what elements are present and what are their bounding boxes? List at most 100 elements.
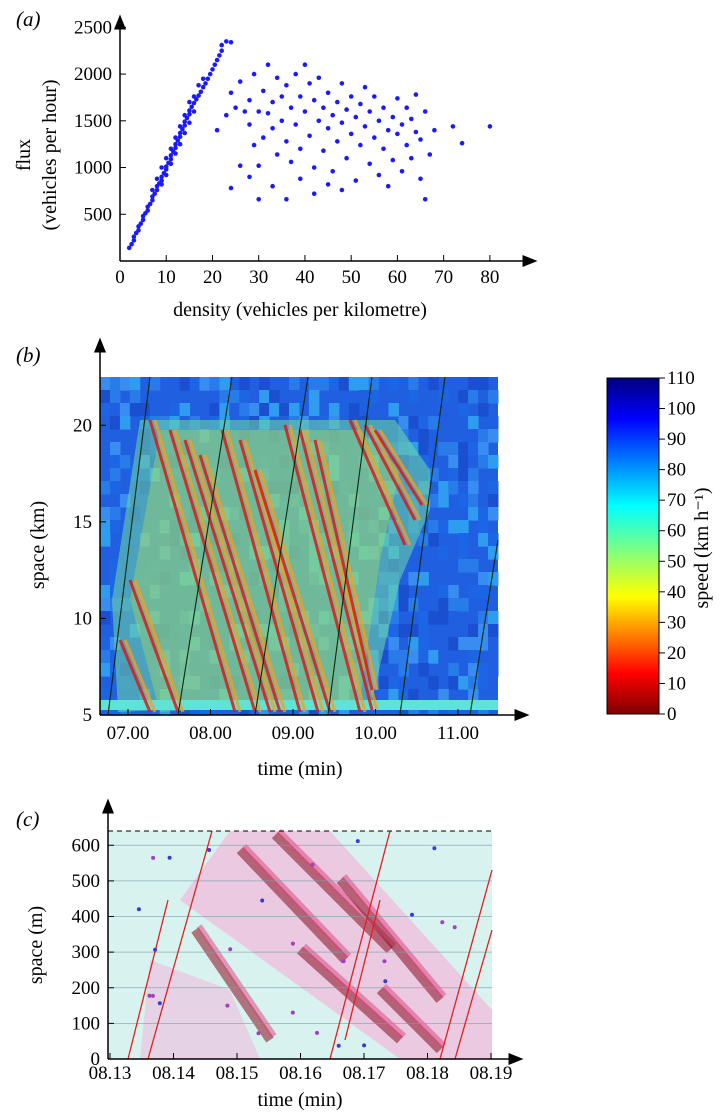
data-point (284, 139, 289, 144)
data-point (205, 76, 211, 82)
heatmap-cell (408, 572, 419, 586)
jam-stripe (363, 424, 417, 521)
data-point (325, 90, 331, 96)
data-point (270, 183, 275, 189)
vehicle-marker (382, 959, 387, 964)
data-point (353, 114, 359, 120)
wave-band-edge (241, 843, 352, 959)
heatmap-cell (229, 390, 240, 404)
heatmap-cell (219, 390, 230, 404)
heatmap-cell (438, 390, 449, 404)
data-point (256, 109, 262, 114)
heatmap-cell (129, 390, 141, 404)
data-point (191, 94, 197, 99)
heatmap-cell (418, 598, 429, 612)
data-point (173, 135, 178, 140)
heatmap-cell (308, 390, 320, 404)
panel-a-x-ticks: 0 10 20 30 40 50 60 70 80 (115, 255, 499, 288)
panel-b-y-ticks: 5 10 15 20 (73, 415, 106, 726)
heatmap-cell (488, 481, 499, 495)
heatmap-cell (458, 481, 469, 495)
heatmap-cell (478, 533, 489, 547)
heatmap-cell (418, 611, 429, 625)
data-point (330, 112, 336, 118)
heatmap-cell (458, 429, 469, 443)
panel-b-x-ticks: 07.00 08.00 09.00 10.00 11.00 (107, 709, 479, 744)
panel-b-xlabel: time (min) (258, 758, 343, 780)
vehicle-marker (151, 855, 156, 860)
x-tick-label: 10.00 (354, 723, 397, 744)
data-point (187, 112, 192, 117)
data-point (270, 99, 275, 105)
heatmap-cell (119, 494, 131, 508)
data-point (298, 94, 303, 99)
data-point (261, 88, 266, 94)
y-tick-label: 300 (72, 942, 101, 963)
jam-stripe (283, 424, 362, 713)
data-point (200, 76, 206, 82)
x-tick-label: 09.00 (272, 723, 315, 744)
heatmap-cell (448, 598, 459, 612)
heatmap-cell (100, 533, 111, 547)
heatmap-cell (249, 403, 260, 417)
y-tick-label: 500 (72, 871, 101, 892)
data-point (247, 174, 252, 180)
data-point (418, 176, 423, 182)
y-tick-label: 1000 (74, 158, 112, 179)
data-point (147, 201, 153, 207)
data-point (131, 238, 137, 243)
heatmap-cell (110, 455, 121, 469)
data-point (432, 127, 437, 133)
data-point (344, 155, 349, 161)
heatmap-cell (308, 403, 320, 417)
heatmap-cell (468, 650, 479, 664)
heatmap-cell (388, 676, 399, 690)
heatmap-cell (239, 390, 250, 404)
trajectory-line (327, 376, 373, 716)
heatmap-cell (119, 403, 131, 417)
vehicle-marker (256, 1031, 261, 1036)
y-tick-label: 10 (73, 608, 92, 629)
heatmap-cell (398, 585, 409, 599)
heatmap-cell (488, 507, 499, 521)
heatmap-cell (468, 585, 479, 599)
congestion-band (140, 960, 260, 1059)
heatmap-cell (448, 611, 459, 625)
colorbar-tick-label: 10 (667, 673, 686, 694)
jam-stripe (220, 429, 302, 713)
heatmap-cell (100, 637, 111, 651)
vehicle-marker (157, 1001, 162, 1006)
x-tick-label: 50 (342, 267, 361, 288)
data-point (242, 109, 248, 114)
data-point (214, 127, 220, 133)
heatmap-cell (468, 377, 479, 391)
y-tick-label: 1500 (74, 111, 112, 132)
y-tick-label: 20 (73, 415, 92, 436)
heatmap-cell (408, 429, 419, 443)
data-point (168, 161, 174, 167)
vehicle-marker (410, 912, 414, 917)
heatmap-cell (458, 520, 469, 534)
heatmap-cell (110, 416, 121, 430)
heatmap-cell (378, 676, 390, 690)
data-point (182, 112, 187, 118)
heatmap-cell (488, 624, 499, 638)
heatmap-cell (448, 442, 459, 456)
heatmap-cell (110, 377, 121, 391)
y-tick-label: 500 (84, 204, 113, 225)
data-point (150, 198, 155, 203)
data-point (140, 217, 146, 223)
jam-stripe (198, 454, 282, 713)
data-point (261, 135, 266, 140)
heatmap-cell (308, 377, 320, 391)
trajectory-line (177, 376, 233, 716)
heatmap-cell (478, 390, 489, 404)
heatmap-cell (259, 377, 270, 391)
panel-c-ylabel: space (m) (25, 906, 47, 984)
data-point (381, 146, 386, 152)
heatmap-cell (169, 403, 181, 417)
heatmap-cell (418, 390, 429, 404)
heatmap-cell (488, 429, 499, 443)
heatmap-cell (358, 377, 370, 391)
